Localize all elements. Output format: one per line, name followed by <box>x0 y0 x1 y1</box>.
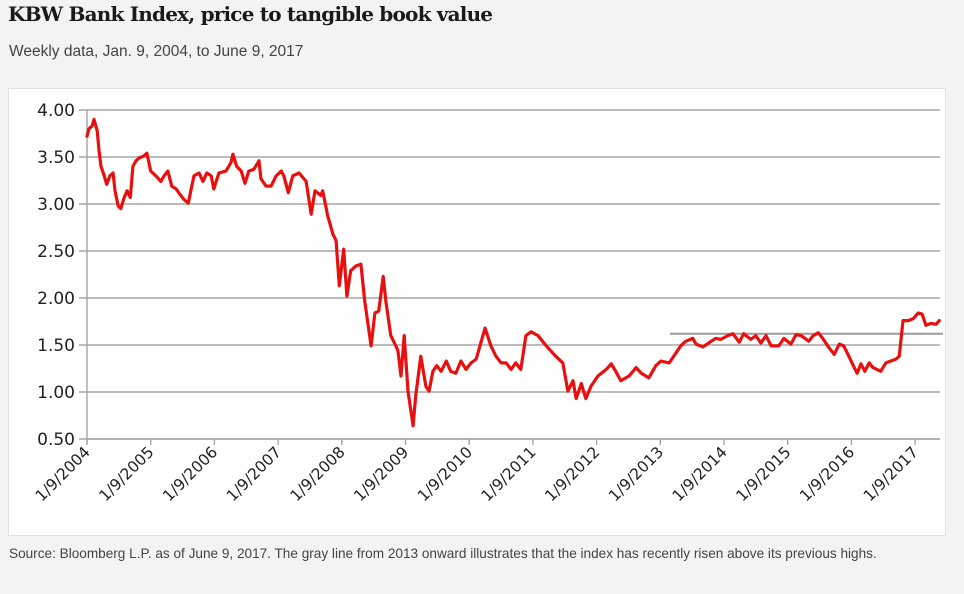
y-tick-label: 1.00 <box>37 383 75 403</box>
y-tick-label: 1.50 <box>37 336 75 356</box>
x-tick-label: 1/9/2004 <box>32 443 94 505</box>
y-tick-label: 2.00 <box>37 289 75 309</box>
x-tick-label: 1/9/2011 <box>478 443 540 505</box>
x-tick-label: 1/9/2013 <box>605 443 667 505</box>
y-tick-label: 3.50 <box>37 148 75 168</box>
x-tick-label: 1/9/2008 <box>287 443 349 505</box>
y-tick-label: 3.00 <box>37 195 75 215</box>
chart-subtitle: Weekly data, Jan. 9, 2004, to June 9, 20… <box>9 43 304 60</box>
series-line <box>85 117 941 428</box>
y-tick-label: 2.50 <box>37 242 75 262</box>
x-tick-label: 1/9/2010 <box>414 443 476 505</box>
line-chart: 4.00 3.50 3.00 2.50 2.00 1.50 1.00 0.50 1/9/200… <box>32 101 943 505</box>
chart-title: KBW Bank Index, price to tangible book v… <box>8 2 493 26</box>
x-tick-label: 1/9/2017 <box>860 443 922 505</box>
x-tick-label: 1/9/2015 <box>733 443 795 505</box>
series-group <box>85 117 941 428</box>
x-tick-label: 1/9/2014 <box>669 443 731 505</box>
gridlines <box>79 109 940 440</box>
x-tick-label: 1/9/2005 <box>96 443 158 505</box>
y-tick-label: 0.50 <box>37 430 75 450</box>
source-note: Source: Bloomberg L.P. as of June 9, 201… <box>9 546 877 561</box>
x-axis-tick-labels: 1/9/2004 1/9/2005 1/9/2006 1/9/2007 1/9/2008… <box>32 443 922 505</box>
x-tick-label: 1/9/2007 <box>223 443 285 505</box>
y-tick-label: 4.00 <box>37 101 75 121</box>
chart-panel: 4.00 3.50 3.00 2.50 2.00 1.50 1.00 0.50 1/9/200… <box>8 88 946 536</box>
x-tick-label: 1/9/2012 <box>541 443 603 505</box>
x-tick-label: 1/9/2009 <box>350 443 412 505</box>
x-tick-label: 1/9/2006 <box>159 443 221 505</box>
y-axis-ticks: 4.00 3.50 3.00 2.50 2.00 1.50 1.00 0.50 <box>37 101 75 450</box>
x-tick-label: 1/9/2016 <box>796 443 858 505</box>
x-axis <box>86 110 940 445</box>
